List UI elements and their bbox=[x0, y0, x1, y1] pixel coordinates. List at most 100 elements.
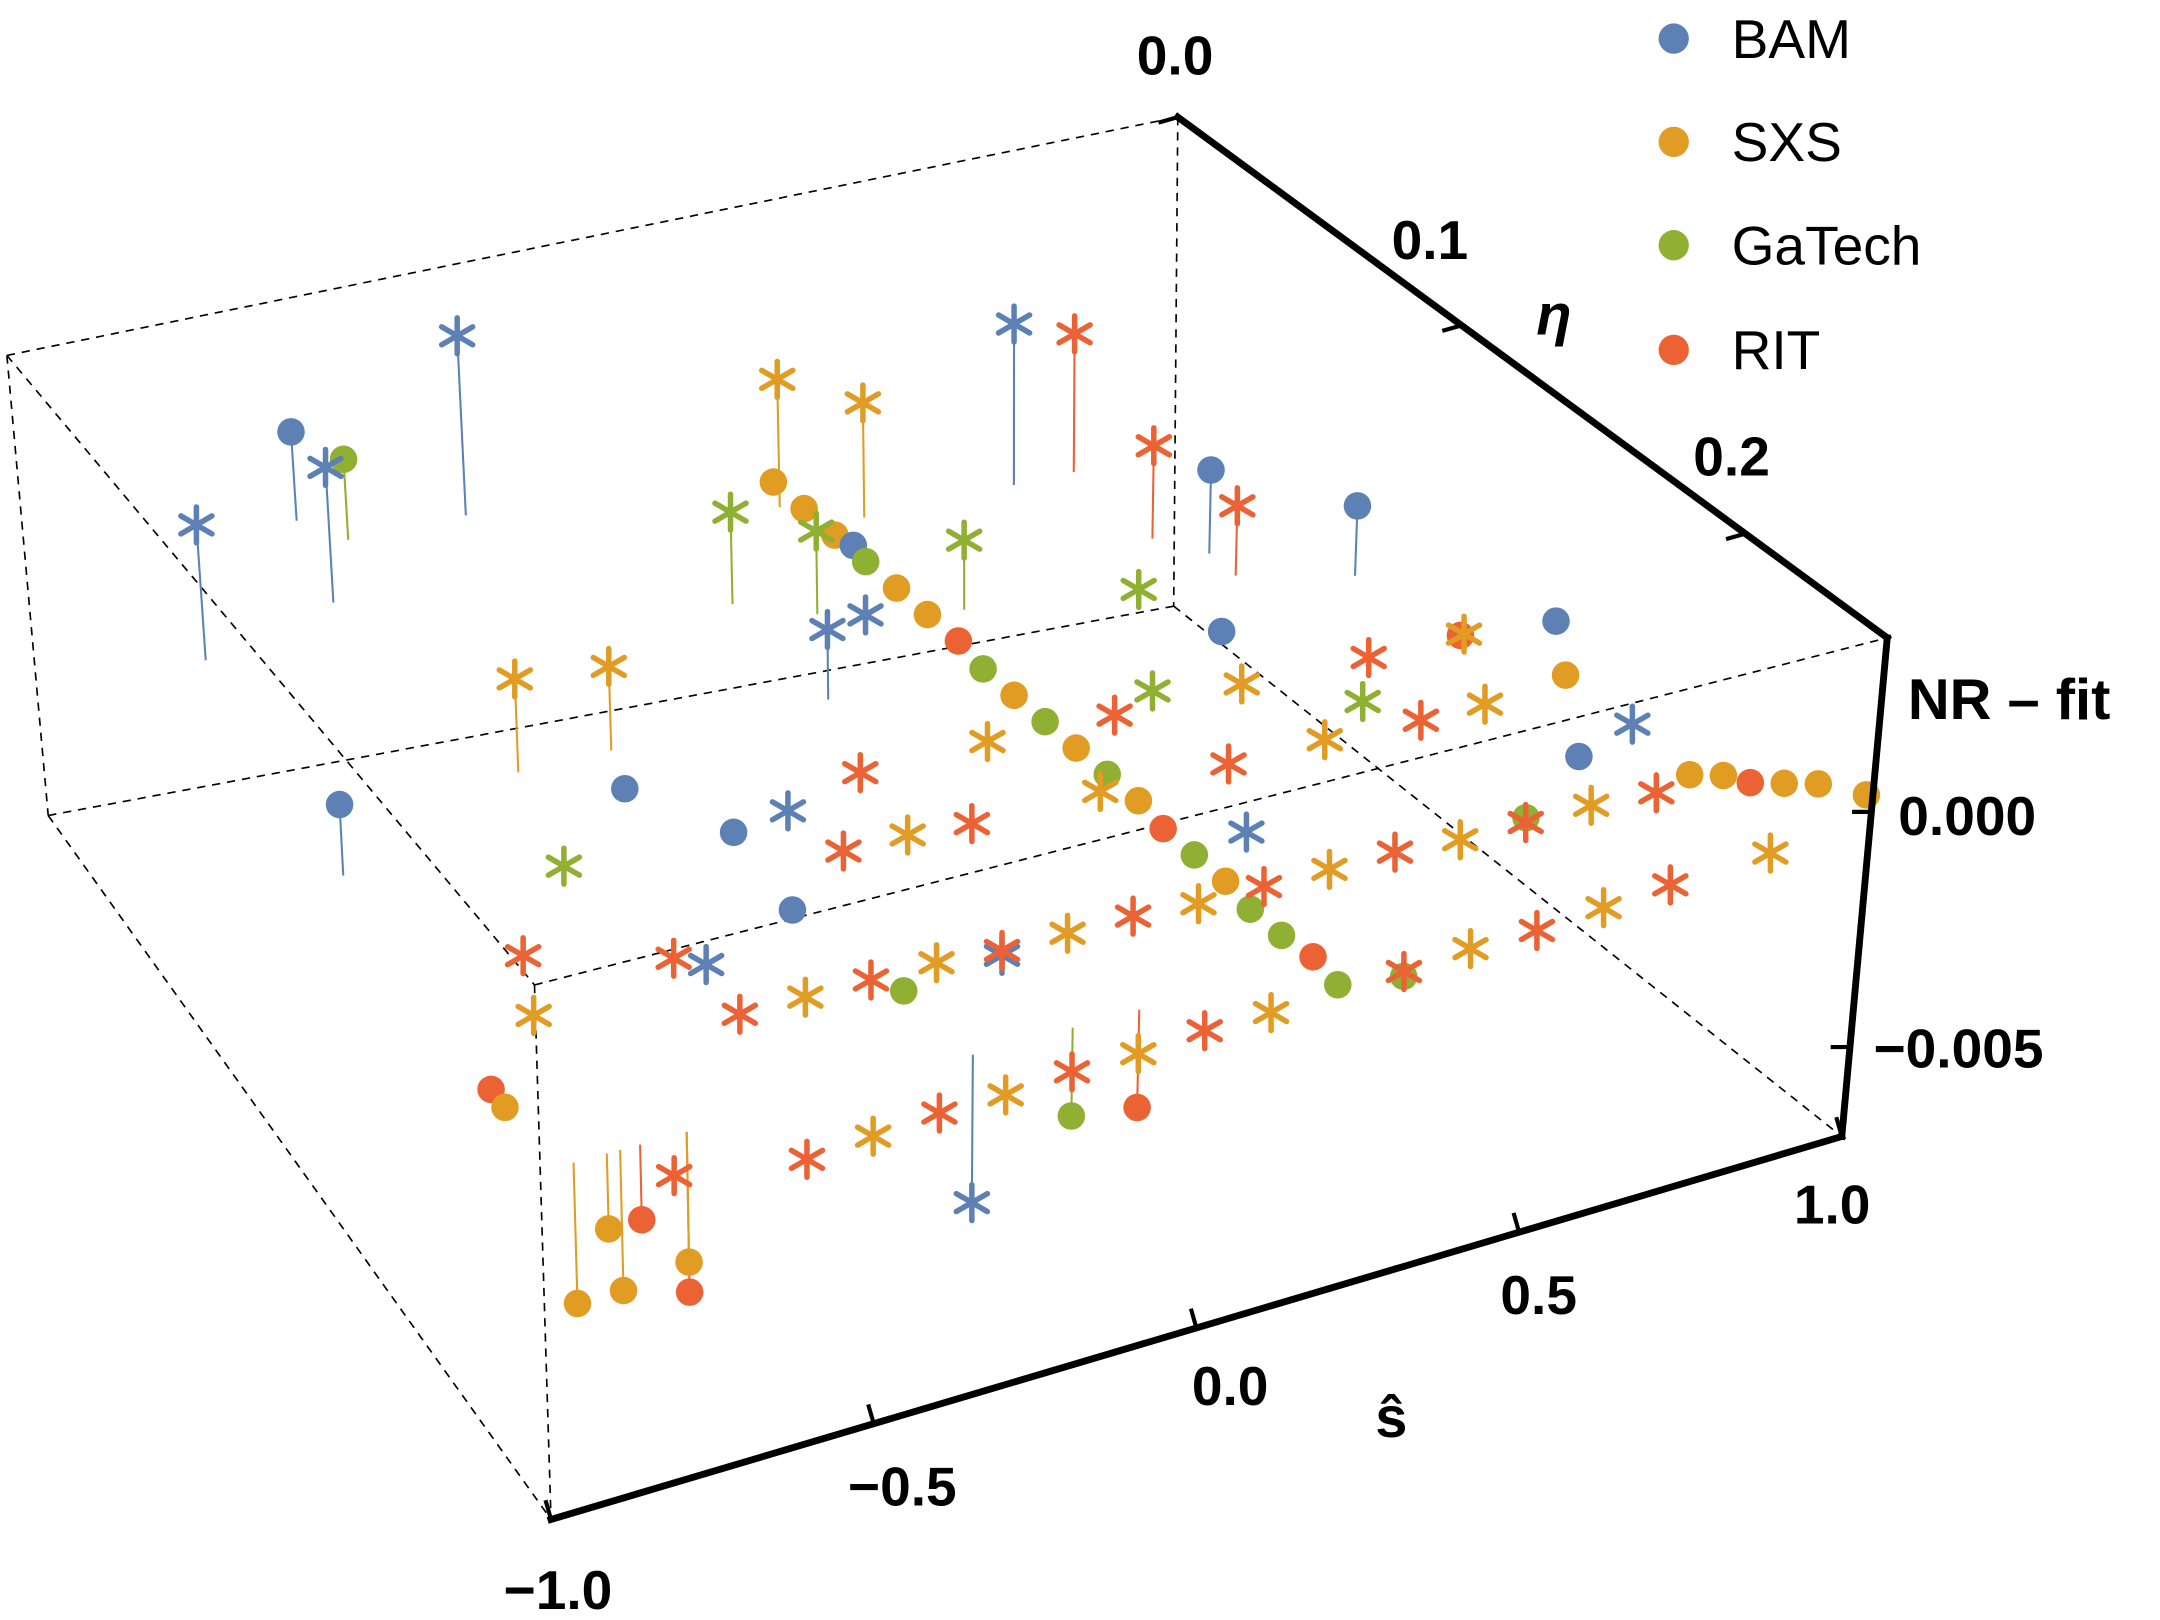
data-point-bam bbox=[778, 896, 807, 924]
eta-axis-line bbox=[1172, 112, 1893, 643]
data-star-sxs bbox=[969, 720, 1006, 763]
data-point-rit bbox=[675, 1278, 704, 1306]
data-point-sxs bbox=[609, 1276, 638, 1305]
s-tick-label: −1.0 bbox=[504, 1559, 613, 1620]
data-star-rit bbox=[655, 1154, 693, 1197]
legend-marker-gatech bbox=[1658, 230, 1689, 261]
s-axis-label: ŝ bbox=[1375, 1386, 1407, 1450]
data-star-gatech bbox=[945, 519, 983, 561]
nr-tick-label: −0.005 bbox=[1873, 1018, 2043, 1080]
data-star-gatech bbox=[797, 510, 835, 552]
data-point-sxs bbox=[1000, 681, 1028, 710]
legend-label: SXS bbox=[1732, 111, 1842, 173]
data-star-rit bbox=[1114, 895, 1152, 937]
s-tick bbox=[1188, 1308, 1199, 1329]
data-star-bam bbox=[307, 446, 344, 489]
data-star-sxs bbox=[590, 645, 628, 688]
data-star-bam bbox=[1614, 703, 1651, 745]
data-point-sxs bbox=[1770, 769, 1799, 798]
nr-axis-line bbox=[1838, 634, 1891, 1141]
s-axis-line bbox=[546, 1132, 1847, 1524]
data-star-bam bbox=[847, 594, 884, 636]
data-star-sxs bbox=[1311, 848, 1348, 891]
data-point-rit bbox=[1299, 943, 1327, 971]
data-point-sxs bbox=[790, 494, 818, 523]
stem-line bbox=[572, 1162, 579, 1304]
data-point-bam bbox=[611, 774, 639, 803]
data-star-sxs bbox=[1049, 912, 1086, 954]
data-point-gatech bbox=[889, 977, 918, 1005]
eta-axis-label: η bbox=[1536, 284, 1571, 348]
legend-marker-bam bbox=[1658, 23, 1689, 54]
data-star-bam bbox=[995, 303, 1033, 345]
data-point-rit bbox=[1123, 1093, 1151, 1122]
axes bbox=[543, 112, 1893, 1524]
legend: BAM SXS GaTech RIT bbox=[1658, 8, 1922, 381]
data-star-sxs bbox=[1081, 770, 1119, 813]
data-point-bam bbox=[1565, 742, 1593, 771]
data-star-sxs bbox=[1306, 719, 1344, 761]
s-tick-label: −0.5 bbox=[848, 1456, 957, 1518]
box-edge bbox=[47, 815, 552, 1520]
data-point-sxs bbox=[1804, 770, 1833, 798]
stem-line bbox=[685, 1131, 691, 1263]
eta-tick bbox=[1441, 323, 1463, 333]
data-star-bam bbox=[809, 608, 846, 651]
nr-tick-label: 0.000 bbox=[1898, 785, 2036, 847]
data-star-sxs bbox=[1252, 991, 1290, 1034]
eta-tick-label: 0.0 bbox=[1137, 24, 1214, 86]
data-point-gatech bbox=[1057, 1102, 1086, 1130]
s-tick-label: 1.0 bbox=[1794, 1173, 1871, 1235]
data-point-gatech bbox=[1267, 921, 1296, 950]
data-star-sxs bbox=[987, 1074, 1024, 1116]
data-star-gatech bbox=[1134, 670, 1171, 712]
data-points bbox=[178, 303, 1881, 1318]
data-point-rit bbox=[1736, 768, 1765, 797]
data-point-rit bbox=[1149, 814, 1177, 843]
data-star-sxs bbox=[1445, 613, 1483, 655]
eta-tick-label: 0.1 bbox=[1392, 209, 1469, 271]
data-point-sxs bbox=[1551, 661, 1580, 689]
data-star-rit bbox=[983, 929, 1021, 972]
data-point-sxs bbox=[759, 468, 788, 496]
bounding-box bbox=[6, 116, 1888, 1520]
stem-line bbox=[324, 467, 335, 603]
eta-tick-label: 0.2 bbox=[1693, 425, 1770, 487]
data-star-rit bbox=[1376, 831, 1414, 873]
s-tick bbox=[1511, 1212, 1522, 1233]
data-star-gatech bbox=[1344, 680, 1381, 723]
data-star-bam bbox=[953, 1181, 991, 1224]
data-point-gatech bbox=[1236, 895, 1265, 923]
data-star-rit bbox=[1385, 950, 1423, 993]
data-star-rit bbox=[842, 751, 879, 794]
stem-line bbox=[1208, 469, 1213, 554]
data-star-rit bbox=[1652, 864, 1689, 906]
data-point-sxs bbox=[1675, 760, 1704, 789]
data-star-rit bbox=[1096, 694, 1133, 736]
data-star-rit bbox=[1638, 772, 1675, 814]
data-point-rit bbox=[627, 1206, 656, 1234]
data-star-rit bbox=[1056, 313, 1093, 355]
data-star-rit bbox=[1245, 865, 1283, 908]
data-star-rit bbox=[852, 959, 890, 1001]
legend-label: BAM bbox=[1732, 8, 1851, 70]
data-point-rit bbox=[944, 627, 973, 655]
stem-line bbox=[1072, 333, 1076, 473]
data-point-gatech bbox=[851, 547, 880, 576]
data-point-sxs bbox=[594, 1215, 623, 1243]
s-tick bbox=[866, 1403, 876, 1425]
data-star-sxs bbox=[1752, 832, 1789, 874]
data-point-sxs bbox=[491, 1093, 519, 1122]
data-star-sxs bbox=[854, 1115, 892, 1157]
s-tick bbox=[1834, 1116, 1844, 1138]
data-star-bam bbox=[178, 504, 215, 546]
data-point-bam bbox=[1542, 607, 1570, 635]
data-star-rit bbox=[1507, 801, 1544, 844]
legend-label: GaTech bbox=[1732, 214, 1922, 276]
stem-line bbox=[619, 1149, 625, 1291]
data-point-sxs bbox=[1709, 761, 1738, 790]
data-star-sxs bbox=[758, 358, 796, 401]
box-edge bbox=[534, 637, 1888, 986]
